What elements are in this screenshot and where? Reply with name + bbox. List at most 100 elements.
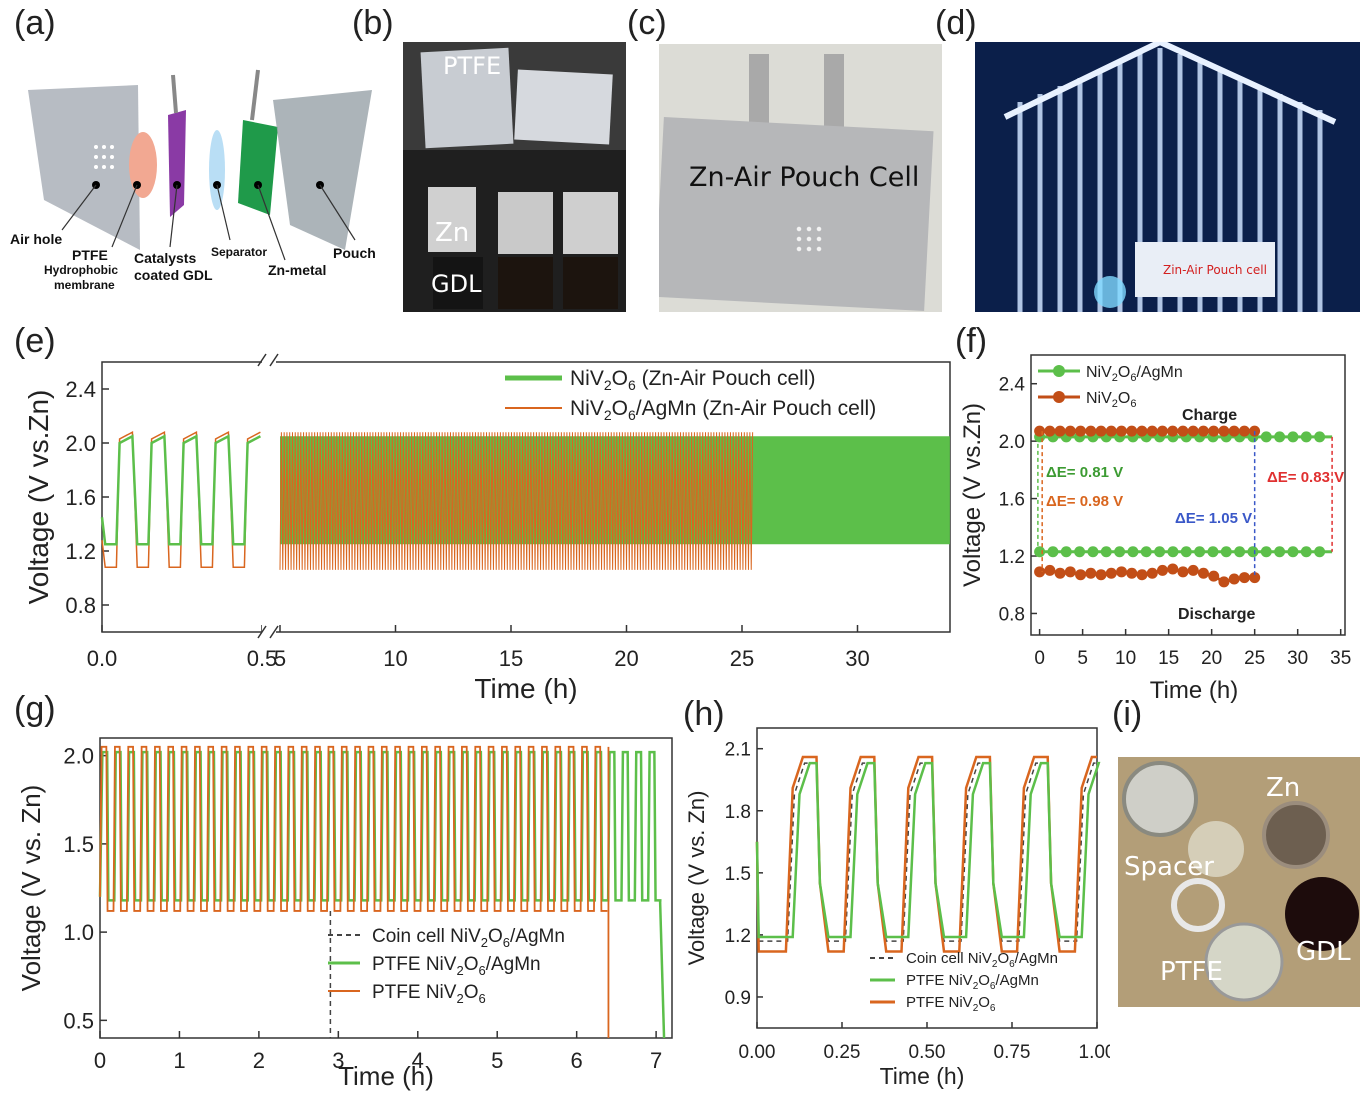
panel-label-c: (c): [627, 4, 667, 42]
chart-f-orange-discharge-point: [1064, 566, 1076, 578]
chart-f-orange-discharge-point: [1126, 567, 1138, 579]
chart-e-xtick-label: 20: [614, 646, 638, 671]
photo-i-ptfe: PTFE: [1160, 957, 1223, 987]
chart-h-legend-2: PTFE NiV2O6/AgMn: [906, 972, 1039, 992]
chart-f-orange-charge-point: [1064, 425, 1076, 437]
chart-f-de-orange: ΔE= 0.98 V: [1046, 493, 1123, 510]
chart-f-de-red: ΔE= 0.83 V: [1267, 469, 1344, 486]
chart-h-xtick-label: 0.50: [909, 1042, 946, 1063]
chart-f-green-discharge-point: [1194, 546, 1206, 558]
chart-f-orange-charge-point: [1095, 425, 1107, 437]
photo-i-spacer: Spacer: [1124, 852, 1214, 882]
label-separator: Separator: [211, 245, 267, 259]
chart-g-series-orange: [99, 745, 608, 912]
label-zn-metal: Zn-metal: [268, 262, 326, 278]
chart-f-orange-discharge-point: [1238, 572, 1250, 584]
chart-f-orange-discharge-point: [1054, 567, 1066, 579]
chart-f-xtick-label: 0: [1034, 648, 1045, 669]
chart-e-series-green-left: [100, 434, 261, 546]
photo-i-gdl: GDL: [1296, 937, 1351, 967]
chart-h-ytick-label: 1.8: [725, 802, 751, 823]
separator: [209, 130, 225, 210]
chart-f-orange-charge-point: [1075, 425, 1087, 437]
chart-f-orange-charge-point: [1197, 425, 1209, 437]
chart-f-orange-discharge-point: [1197, 567, 1209, 579]
chart-e-series-orange-right: [279, 432, 754, 570]
chart-f-green-charge-point: [1274, 431, 1286, 443]
chart-f-xlabel: Time (h): [1150, 677, 1238, 704]
chart-f-orange-discharge-point: [1044, 564, 1056, 576]
label-coated-gdl: coated GDL: [134, 267, 213, 283]
chart-f-orange-discharge-point: [1187, 564, 1199, 576]
chart-f-orange-discharge-point: [1228, 573, 1240, 585]
photo-coin-parts: Zn Spacer GDL PTFE: [1118, 757, 1360, 1007]
chart-f-orange-charge-point: [1177, 425, 1189, 437]
chart-g-xtick-label: 6: [571, 1048, 583, 1073]
chart-f-orange-discharge-point: [1085, 567, 1097, 579]
chart-e-xtick-label: 0.5: [247, 646, 278, 671]
chart-g-xtick-label: 2: [253, 1048, 265, 1073]
chart-g-xtick-label: 5: [491, 1048, 503, 1073]
chart-f-de-green: ΔE= 0.81 V: [1046, 464, 1123, 481]
chart-h-xtick-label: 0.75: [994, 1042, 1031, 1063]
panel-label-h: (h): [683, 695, 725, 733]
chart-e-xtick-label: 10: [383, 646, 407, 671]
chart-f-xtick-label: 35: [1330, 648, 1351, 669]
chart-e-axis-break-mark: [257, 353, 267, 367]
chart-e-ytick-label: 1.2: [65, 539, 96, 564]
chart-f-green-discharge-point: [1060, 546, 1072, 558]
chart-e-xtick-label: 15: [499, 646, 523, 671]
chart-h-ytick-label: 2.1: [725, 740, 751, 761]
photo-d-tag: Zin-Air Pouch cell: [1163, 263, 1267, 277]
chart-f-green-discharge-point: [1207, 546, 1219, 558]
chart-f-legend-marker-green: [1053, 365, 1065, 377]
chart-f-orange-charge-point: [1167, 425, 1179, 437]
chart-f-legend-marker-orange: [1053, 391, 1065, 403]
chart-h-xlabel: Time (h): [880, 1063, 965, 1089]
chart-f-xtick-label: 20: [1201, 648, 1222, 669]
chart-f-green-discharge-point: [1234, 546, 1246, 558]
chart-h-xtick-label: 0.25: [824, 1042, 861, 1063]
chart-h-series-orange: [755, 755, 1097, 953]
chart-f-green-discharge-point: [1180, 546, 1192, 558]
chart-e-xtick-label: 5: [274, 646, 286, 671]
chart-f-orange-charge-point: [1208, 425, 1220, 437]
photo-b-ptfe: PTFE: [443, 52, 502, 80]
chart-f-orange-discharge-point: [1105, 567, 1117, 579]
chart-h-legend-1: Coin cell NiV2O6/AgMn: [906, 950, 1058, 970]
chart-g-legend-2: PTFE NiV2O6/AgMn: [372, 954, 541, 978]
chart-h-xtick-label: 0.00: [739, 1042, 776, 1063]
chart-f-ylabel: Voltage (V vs.Zn): [959, 403, 986, 587]
panel-label-d: (d): [935, 4, 977, 42]
photo-b-gdl: GDL: [431, 270, 482, 298]
air-hole-plate: [28, 85, 140, 250]
chart-g-ytick-label: 1.5: [63, 832, 94, 857]
chart-f-orange-discharge-point: [1136, 569, 1148, 581]
chart-g: 0.5 1.0 1.5 2.0 0 1 2 3 4 5 6 7 Voltage (V vs. Zn)…: [16, 737, 673, 1091]
label-air-hole: Air hole: [10, 231, 62, 247]
chart-e-ytick-label: 1.6: [65, 485, 96, 510]
chart-f-orange-charge-point: [1146, 425, 1158, 437]
chart-f-orange-charge-point: [1105, 425, 1117, 437]
chart-e-legend-1: NiV2O6 (Zn-Air Pouch cell): [570, 367, 816, 393]
chart-g-xtick-label: 0: [94, 1048, 106, 1073]
chart-f-ytick-label: 1.6: [999, 490, 1025, 511]
chart-h-legend: Coin cell NiV2O6/AgMn PTFE NiV2O6/AgMn P…: [870, 950, 1058, 1014]
chart-h-ylabel: Voltage (V vs. Zn): [684, 791, 709, 966]
label-pouch: Pouch: [333, 245, 376, 261]
chart-e-ytick-label: 2.0: [65, 431, 96, 456]
chart-f-green-charge-point: [1260, 431, 1272, 443]
chart-f-xtick-label: 10: [1115, 648, 1136, 669]
chart-h-legend-3: PTFE NiV2O6: [906, 994, 996, 1014]
chart-e-axis-break-mark: [269, 353, 279, 367]
chart-f-discharge-label: Discharge: [1178, 606, 1255, 623]
chart-e-ylabel: Voltage (V vs.Zn): [23, 390, 54, 605]
chart-f-green-discharge-point: [1260, 546, 1272, 558]
ptfe-membrane: [129, 132, 157, 198]
panel-label-b: (b): [352, 4, 394, 42]
chart-e-legend-2: NiV2O6/AgMn (Zn-Air Pouch cell): [570, 397, 876, 423]
chart-f-green-discharge-point: [1287, 546, 1299, 558]
chart-f-green-discharge-point: [1114, 546, 1126, 558]
panel-label-i: (i): [1112, 695, 1143, 733]
